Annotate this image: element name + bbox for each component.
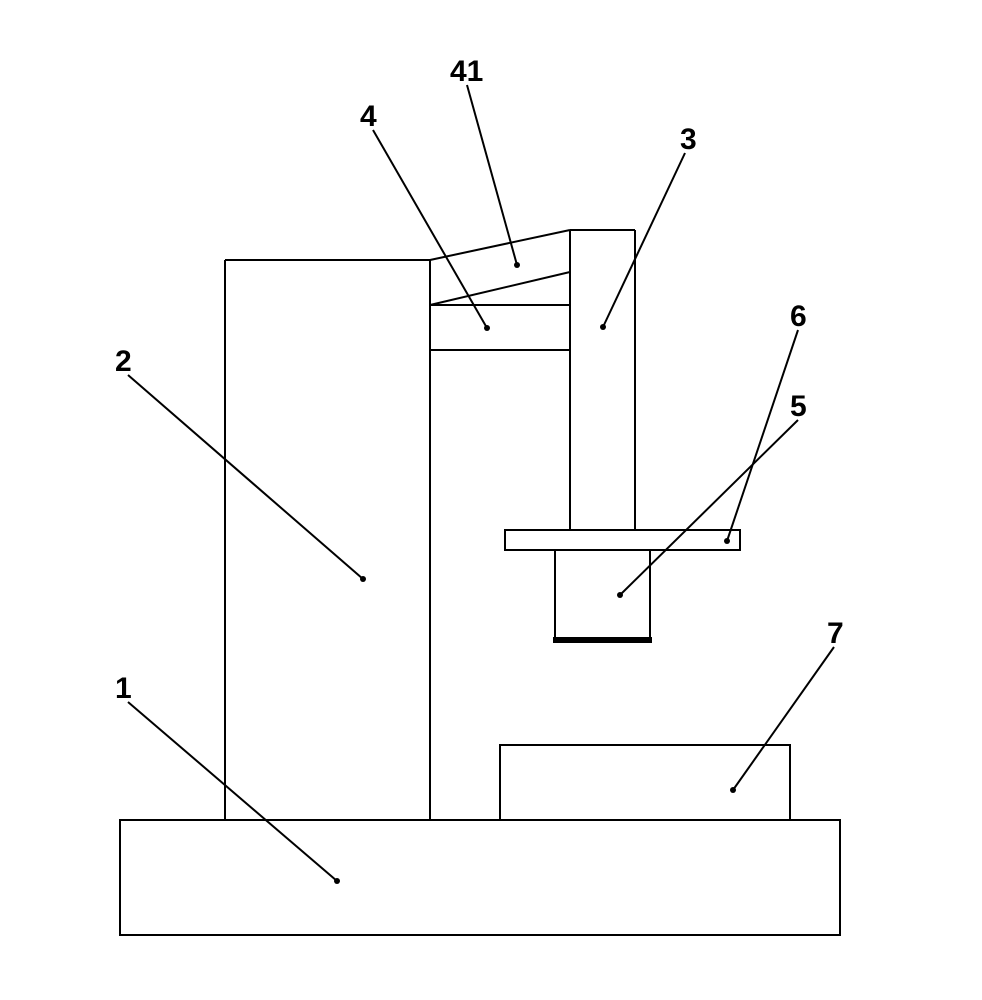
callout-label-1: 1 bbox=[115, 672, 132, 706]
callout-label-7: 7 bbox=[827, 617, 844, 651]
callout-label-5: 5 bbox=[790, 390, 807, 424]
diagram-svg bbox=[0, 0, 982, 1000]
callout-label-2: 2 bbox=[115, 345, 132, 379]
engineering-diagram: 41 4 3 6 5 2 7 1 bbox=[0, 0, 982, 1000]
callout-label-41: 41 bbox=[450, 55, 483, 89]
callout-label-4: 4 bbox=[360, 100, 377, 134]
callout-label-3: 3 bbox=[680, 123, 697, 157]
callout-label-6: 6 bbox=[790, 300, 807, 334]
